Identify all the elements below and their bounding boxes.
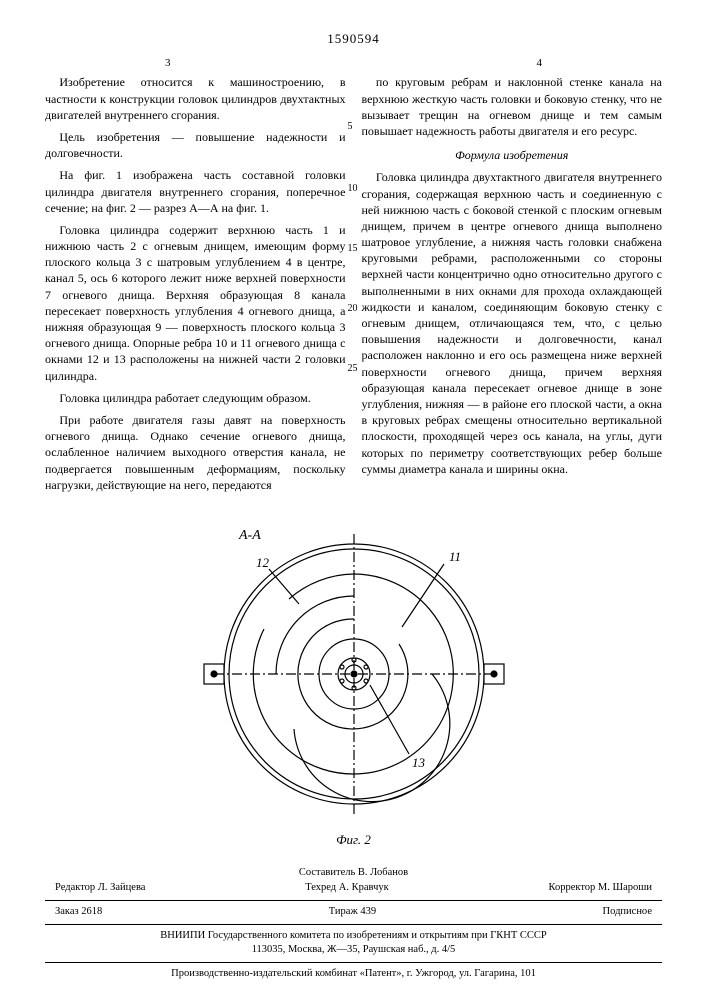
linemark: 20 [348, 302, 358, 316]
callout-11: 11 [449, 549, 461, 564]
figure-caption: Фиг. 2 [45, 831, 662, 849]
section-label: А-А [238, 528, 261, 543]
figure-svg: А-А 12 11 13 [144, 509, 564, 829]
linemark: 25 [348, 362, 358, 376]
footer-compiler: Составитель В. Лобанов [45, 866, 662, 881]
linemark: 15 [348, 242, 358, 256]
formula-title: Формула изобретения [362, 147, 663, 163]
footer-corrector: Корректор М. Шароши [549, 881, 652, 896]
footer-subscr: Подписное [603, 905, 652, 920]
footer-tirazh: Тираж 439 [329, 905, 376, 920]
footer-tech: Техред А. Кравчук [305, 881, 388, 896]
left-column: Изобретение относится к машиностроению, … [45, 74, 346, 499]
right-column: 5 10 15 20 25 по круговым ребрам и накло… [362, 74, 663, 499]
footer-editor: Редактор Л. Зайцева [55, 881, 145, 896]
linemark: 5 [348, 120, 353, 134]
footer-order: Заказ 2618 [55, 905, 102, 920]
colnum-right: 4 [537, 56, 543, 71]
footer-print-row: Заказ 2618 Тираж 439 Подписное [45, 905, 662, 920]
colnum-left: 3 [165, 56, 171, 71]
text-columns: Изобретение относится к машиностроению, … [45, 74, 662, 499]
callout-13: 13 [412, 755, 426, 770]
footer-block: Составитель В. Лобанов Редактор Л. Зайце… [45, 866, 662, 981]
para: Цель изобретения — повышение надежности … [45, 129, 346, 161]
para: На фиг. 1 изображена часть составной гол… [45, 167, 346, 216]
footer-credits-row: Редактор Л. Зайцева Техред А. Кравчук Ко… [45, 881, 662, 896]
para: Головка цилиндра двухтактного двигателя … [362, 169, 663, 477]
document-number: 1590594 [45, 30, 662, 48]
para: по круговым ребрам и наклонной стенке ка… [362, 74, 663, 139]
column-numbers: 3 4 [45, 56, 662, 71]
footer-org1: ВНИИПИ Государственного комитета по изоб… [45, 929, 662, 944]
footer-addr1: 113035, Москва, Ж—35, Раушская наб., д. … [45, 943, 662, 958]
figure-2: А-А 12 11 13 Фиг. 2 [45, 509, 662, 849]
linemark: 10 [348, 182, 358, 196]
callout-12: 12 [256, 555, 270, 570]
para: При работе двигателя газы давят на повер… [45, 412, 346, 493]
footer-org2: Производственно-издательский комбинат «П… [45, 967, 662, 982]
para: Головка цилиндра работает следующим обра… [45, 390, 346, 406]
para: Головка цилиндра содержит верхнюю часть … [45, 222, 346, 384]
page: 1590594 3 4 Изобретение относится к маши… [0, 0, 707, 1002]
para: Изобретение относится к машиностроению, … [45, 74, 346, 123]
